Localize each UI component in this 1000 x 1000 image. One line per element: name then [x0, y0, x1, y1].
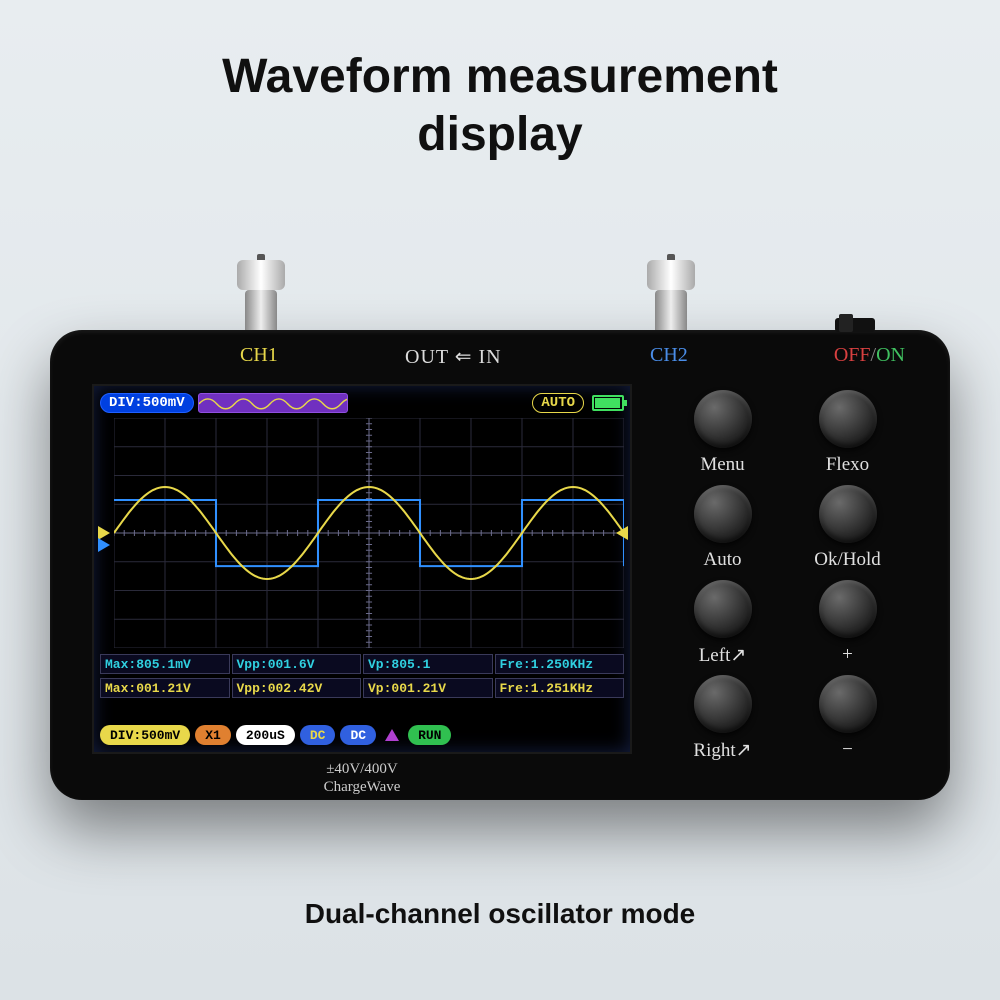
- battery-icon: [592, 395, 624, 411]
- ch2-fre: Fre:1.251KHz: [495, 678, 625, 698]
- auto-label: Auto: [704, 549, 742, 571]
- dc1-badge: DC: [300, 725, 336, 745]
- menu-knob[interactable]: [694, 390, 752, 448]
- bnc-connector-ch1: [235, 260, 287, 330]
- trigger-icon: [385, 729, 399, 741]
- auto-badge: AUTO: [532, 393, 584, 413]
- mini-wave-preview: [198, 393, 348, 413]
- div-badge-top: DIV:500mV: [100, 393, 194, 413]
- on-text: ON: [876, 344, 905, 366]
- ch2-label: CH2: [650, 344, 688, 367]
- run-badge: RUN: [408, 725, 451, 745]
- okhold-label: Ok/Hold: [814, 549, 881, 571]
- auto-knob[interactable]: [694, 485, 752, 543]
- title-line-2: display: [417, 108, 582, 161]
- ch1-vpp: Vpp:001.6V: [232, 654, 362, 674]
- mult-badge: X1: [195, 725, 231, 745]
- screen-footer: DIV:500mV X1 200uS DC DC RUN: [100, 724, 624, 746]
- device-top-labels: CH1 OUT ⇐ IN CH2 OFF/ON: [50, 344, 950, 372]
- left-knob[interactable]: [694, 580, 752, 638]
- menu-button[interactable]: Menu: [660, 390, 785, 485]
- ch1-fre: Fre:1.250KHz: [495, 654, 625, 674]
- timebase-badge: 200uS: [236, 725, 295, 745]
- okhold-button[interactable]: Ok/Hold: [785, 485, 910, 580]
- waveform-plot: [114, 418, 624, 648]
- right-knob[interactable]: [694, 675, 752, 733]
- left-button[interactable]: Left↗: [660, 580, 785, 675]
- left-label: Left↗: [699, 644, 747, 667]
- ch1-max: Max:805.1mV: [100, 654, 230, 674]
- page-caption: Dual-channel oscillator mode: [0, 898, 1000, 930]
- brand-name: ChargeWave: [92, 778, 632, 796]
- under-screen-text: ±40V/400V ChargeWave: [92, 760, 632, 796]
- plus-label: +: [842, 644, 853, 666]
- right-button[interactable]: Right↗: [660, 675, 785, 770]
- trigger-marker-right: [616, 526, 628, 540]
- plus-knob[interactable]: [819, 580, 877, 638]
- button-grid: Menu Flexo Auto Ok/Hold Left↗ + Right↗ −: [660, 390, 910, 770]
- flexo-knob[interactable]: [819, 390, 877, 448]
- bnc-connector-ch2: [645, 260, 697, 330]
- oscilloscope-device: CH1 OUT ⇐ IN CH2 OFF/ON DIV:500mV AUTO: [50, 330, 950, 800]
- flexo-label: Flexo: [826, 454, 869, 476]
- off-text: OFF: [834, 344, 871, 366]
- voltage-rating: ±40V/400V: [92, 760, 632, 778]
- minus-button[interactable]: −: [785, 675, 910, 770]
- minus-knob[interactable]: [819, 675, 877, 733]
- title-line-1: Waveform measurement: [222, 50, 778, 103]
- plus-button[interactable]: +: [785, 580, 910, 675]
- trigger-marker-ch1-left: [98, 538, 110, 552]
- out-in-label: OUT ⇐ IN: [405, 344, 502, 369]
- ch1-vp: Vp:805.1: [363, 654, 493, 674]
- screen-header: DIV:500mV AUTO: [100, 392, 624, 414]
- div-badge-bottom: DIV:500mV: [100, 725, 190, 745]
- ch2-max: Max:001.21V: [100, 678, 230, 698]
- flexo-button[interactable]: Flexo: [785, 390, 910, 485]
- measurements-ch1: Max:805.1mV Vpp:001.6V Vp:805.1 Fre:1.25…: [100, 654, 624, 674]
- okhold-knob[interactable]: [819, 485, 877, 543]
- ch2-vpp: Vpp:002.42V: [232, 678, 362, 698]
- menu-label: Menu: [700, 454, 744, 476]
- dc2-badge: DC: [340, 725, 376, 745]
- off-on-label: OFF/ON: [834, 344, 905, 367]
- right-label: Right↗: [693, 739, 751, 762]
- battery-fill: [595, 398, 620, 408]
- plot-svg: [114, 418, 624, 648]
- oscilloscope-screen: DIV:500mV AUTO Max:805.1mV Vpp:001.6V Vp…: [92, 384, 632, 754]
- minus-label: −: [842, 739, 853, 761]
- ch2-vp: Vp:001.21V: [363, 678, 493, 698]
- page-title: Waveform measurement display: [0, 0, 1000, 163]
- power-switch[interactable]: [835, 318, 875, 332]
- measurements-ch2: Max:001.21V Vpp:002.42V Vp:001.21V Fre:1…: [100, 678, 624, 698]
- ch1-label: CH1: [240, 344, 278, 367]
- auto-button[interactable]: Auto: [660, 485, 785, 580]
